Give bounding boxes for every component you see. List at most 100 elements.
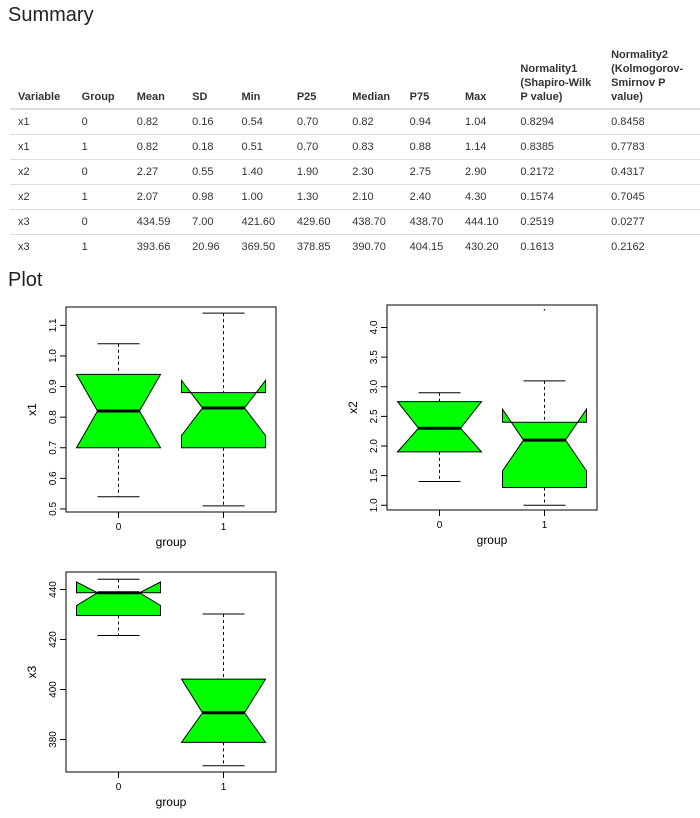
table-cell: 0.82 (128, 134, 185, 160)
table-cell: 7.00 (184, 209, 234, 235)
table-cell: 1.40 (233, 159, 289, 185)
table-cell: x1 (10, 108, 74, 135)
column-header: SD (184, 46, 234, 110)
table-header-row: Variable Group Mean SD Min P25 Median P75 Max Nor… (10, 46, 700, 110)
table-cell: x1 (10, 134, 74, 160)
column-header: Variable (10, 46, 74, 110)
x-tick-label: 0 (116, 522, 122, 533)
table-cell: 2.07 (128, 184, 185, 210)
y-axis-label: x3 (25, 665, 39, 678)
y-tick-label: 3.5 (369, 350, 380, 364)
table-cell: 0.2172 (512, 159, 604, 185)
column-header: Min (233, 46, 289, 110)
y-tick-label: 0.8 (48, 410, 59, 424)
x-tick-label: 0 (437, 520, 443, 531)
y-tick-label: 0.5 (48, 502, 59, 516)
column-header: Mean (128, 46, 185, 110)
table-cell: 1.14 (457, 134, 513, 160)
column-header: Median (344, 46, 402, 110)
table-cell: 390.70 (344, 234, 402, 259)
table-cell: 0.1613 (512, 234, 604, 259)
table-cell: 429.60 (288, 209, 345, 235)
y-tick-label: 4.0 (369, 320, 380, 334)
table-cell: 0.1574 (512, 184, 604, 210)
boxplot-x3: 380 400 420 440 x3 0 1 group (25, 571, 277, 809)
x-axis-label: group (477, 533, 508, 547)
table-cell: 404.15 (401, 234, 458, 259)
column-header: P25 (288, 46, 345, 110)
boxplot-x1: 0.5 0.6 0.7 0.8 0.9 1.0 1.1 x1 0 1 group (25, 306, 277, 549)
table-cell: 0.2519 (512, 209, 604, 235)
summary-heading: Summary (8, 4, 94, 26)
summary-table: Variable Group Mean SD Min P25 Median P75 Max Nor… (10, 46, 700, 259)
y-tick-label: 2.0 (369, 439, 380, 453)
x-tick-label: 0 (116, 782, 122, 793)
table-cell: 1 (73, 134, 129, 160)
table-cell: 1 (73, 184, 129, 210)
y-tick-label: 1.5 (369, 468, 380, 482)
table-cell: 0.82 (128, 108, 185, 135)
table-cell: 0.88 (401, 134, 458, 160)
table-cell: 0.98 (184, 184, 234, 210)
table-cell: 4.30 (457, 184, 513, 210)
table-cell: 1 (73, 234, 129, 259)
x-tick-label: 1 (542, 520, 548, 531)
table-cell: 434.59 (128, 209, 185, 235)
table-cell: 430.20 (457, 234, 513, 259)
table-cell: 0.70 (288, 108, 345, 135)
table-cell: 2.10 (344, 184, 402, 210)
table-cell: 438.70 (401, 209, 458, 235)
x-tick-label: 1 (221, 522, 227, 533)
table-cell: x3 (10, 209, 74, 235)
table-cell: 2.90 (457, 159, 513, 185)
y-tick-label: 380 (48, 731, 59, 748)
table-cell: 369.50 (233, 234, 289, 259)
table-cell: x2 (10, 184, 74, 210)
table-cell: 0.0277 (603, 209, 700, 235)
column-header: Normality2 (Kolmogorov-Smirnov P value) (603, 46, 700, 110)
table-row: x1 1 0.82 0.18 0.51 0.70 0.83 0.88 1.14 0.8385 0.7… (10, 134, 700, 160)
y-tick-label: 400 (48, 681, 59, 698)
table-cell: 0.7045 (603, 184, 700, 210)
table-cell: 0.55 (184, 159, 234, 185)
box-body (180, 678, 267, 743)
table-cell: 0.51 (233, 134, 289, 160)
table-cell: 0.18 (184, 134, 234, 160)
plot-heading: Plot (8, 269, 43, 291)
table-cell: 421.60 (233, 209, 289, 235)
table-cell: 2.30 (344, 159, 402, 185)
table-cell: 444.10 (457, 209, 513, 235)
table-cell: 1.00 (233, 184, 289, 210)
table-cell: 2.40 (401, 184, 458, 210)
table-row: x2 0 2.27 0.55 1.40 1.90 2.30 2.75 2.90 0.2172 0.4… (10, 159, 700, 185)
table-cell: 1.30 (288, 184, 345, 210)
table-body: x1 0 0.82 0.16 0.54 0.70 0.82 0.94 1.04 0.8294 0.8… (10, 108, 700, 259)
table-cell: 393.66 (128, 234, 185, 259)
table-cell: x2 (10, 159, 74, 185)
boxplot-x2: 1.0 1.5 2.0 2.5 3.0 3.5 4.0 x2 0 1 group (346, 304, 598, 547)
table-cell: 1.04 (457, 108, 513, 135)
x-tick-label: 1 (221, 782, 227, 793)
y-axis-label: x1 (25, 403, 39, 416)
x-axis-label: group (156, 795, 187, 809)
table-cell: 0.54 (233, 108, 289, 135)
x-axis-label: group (156, 535, 187, 549)
y-tick-label: 420 (48, 631, 59, 648)
table-cell: 0.2162 (603, 234, 700, 259)
table-cell: 0.4317 (603, 159, 700, 185)
y-tick-label: 2.5 (369, 409, 380, 423)
table-cell: 0 (73, 159, 129, 185)
table-row: x3 0 434.59 7.00 421.60 429.60 438.70 438.70 444… (10, 209, 700, 235)
table-cell: 0.83 (344, 134, 402, 160)
table-cell: 0.7783 (603, 134, 700, 160)
table-cell: x3 (10, 234, 74, 259)
table-cell: 0.8458 (603, 108, 700, 135)
table-row: x3 1 393.66 20.96 369.50 378.85 390.70 404.15 43… (10, 234, 700, 259)
table-cell: 438.70 (344, 209, 402, 235)
table-cell: 0.8294 (512, 108, 604, 135)
table-cell: 0.70 (288, 134, 345, 160)
table-cell: 2.27 (128, 159, 185, 185)
table-cell: 378.85 (288, 234, 345, 259)
table-row: x2 1 2.07 0.98 1.00 1.30 2.10 2.40 4.30 0.1574 0.7… (10, 184, 700, 210)
box-body (502, 407, 587, 488)
